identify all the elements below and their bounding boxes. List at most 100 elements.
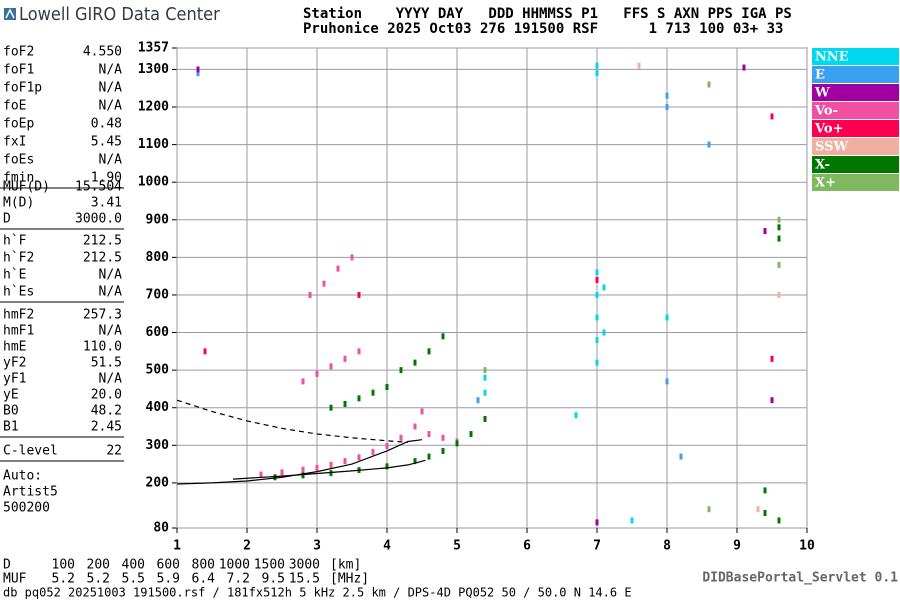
echo-point (427, 453, 431, 460)
param-value: 20.0 (91, 388, 122, 403)
legend-label: W (814, 86, 830, 101)
legend-swatch (812, 48, 899, 65)
echo-point (399, 367, 403, 374)
header-values: Pruhonice 2025 Oct03 276 191500 RSF 1 71… (303, 21, 783, 37)
echo-point (595, 70, 599, 77)
param-value: 48.2 (91, 404, 122, 419)
y-tick-label: 500 (146, 363, 170, 378)
echo-point (427, 348, 431, 355)
legend-swatch (812, 102, 899, 119)
muf-cell: 9.5 (262, 572, 285, 587)
echo-point (756, 506, 760, 513)
echo-point (595, 519, 599, 526)
param-name: foF1 (3, 63, 34, 78)
echo-point (595, 291, 599, 298)
echo-point (595, 359, 599, 366)
echo-point (777, 224, 781, 231)
muf-unit: [km] (330, 558, 361, 573)
muf-cell: 6.4 (192, 572, 216, 587)
echo-point (350, 254, 354, 261)
y-tick-label: 1300 (138, 62, 169, 77)
param-value: 15.504 (75, 180, 122, 195)
echo-point (637, 62, 641, 69)
legend-label: SSW (815, 140, 848, 155)
param-name: D (3, 212, 11, 227)
echo-point (469, 431, 473, 438)
x-tick-label: 6 (523, 539, 531, 554)
echo-point (413, 423, 417, 430)
x-tick-label: 1 (173, 539, 181, 554)
legend-item: W (812, 84, 899, 101)
echo-point (777, 261, 781, 268)
footer-info: db pq052 20251003 191500.rsf / 181fx512h… (3, 586, 632, 600)
param-value: N/A (99, 324, 123, 339)
echo-point (329, 461, 333, 468)
param-value: 212.5 (83, 234, 122, 249)
param-value: 212.5 (83, 251, 122, 266)
y-tick-label: 80 (153, 521, 169, 536)
muf-cell: 1500 (254, 558, 285, 573)
echo-point (777, 517, 781, 524)
param-name: h`Es (3, 285, 34, 300)
param-name: foEp (3, 117, 34, 132)
echo-point (770, 397, 774, 404)
legend-swatch (812, 66, 899, 83)
echo-point (763, 509, 767, 516)
param-value: 4.550 (83, 45, 122, 60)
y-tick-label: 400 (146, 400, 170, 415)
muf-cell: 7.2 (227, 572, 250, 587)
echo-point (413, 359, 417, 366)
muf-cell: 5.5 (122, 572, 145, 587)
param-name: M(D) (3, 196, 34, 211)
param-value: 110.0 (83, 340, 122, 355)
x-tick-label: 10 (799, 539, 815, 554)
echo-point (665, 92, 669, 99)
param-name: yF2 (3, 356, 26, 371)
param-name: MUF(D) (3, 180, 50, 195)
echo-point (385, 463, 389, 470)
legend-label: X- (815, 158, 830, 173)
echo-point (763, 487, 767, 494)
x-tick-label: 9 (733, 539, 741, 554)
echo-point (385, 384, 389, 391)
legend-item: Vo- (812, 102, 899, 119)
legend-label: Vo- (814, 104, 838, 119)
muf-cell: 15.5 (289, 572, 320, 587)
muf-row-label: D (3, 558, 11, 573)
echo-point (595, 269, 599, 276)
x-tick-label: 4 (383, 539, 391, 554)
echo-point (196, 66, 200, 73)
echo-point (595, 62, 599, 69)
legend-label: NNE (815, 50, 849, 65)
muf-unit: [MHz] (330, 572, 369, 587)
legend-item: X+ (812, 174, 899, 191)
param-value: 2.45 (91, 420, 122, 435)
echo-point (777, 235, 781, 242)
logo-text: Lowell GIRO Data Center (19, 4, 220, 25)
param-value: 5.45 (91, 135, 122, 150)
echo-point (357, 291, 361, 298)
param-value: N/A (99, 81, 123, 96)
legend-item: X- (812, 156, 899, 173)
legend-swatch (812, 156, 899, 173)
echo-point (343, 458, 347, 465)
echo-point (371, 389, 375, 396)
echo-point (679, 453, 683, 460)
y-tick-label: 1200 (138, 100, 169, 115)
auto-label: Auto: (3, 469, 42, 484)
echo-point (336, 265, 340, 272)
legend-swatch (812, 138, 899, 155)
echo-point (770, 355, 774, 362)
y-tick-label: 1000 (138, 175, 169, 190)
muf-cell: 600 (157, 558, 180, 573)
param-name: foEs (3, 153, 34, 168)
echo-point (427, 431, 431, 438)
y-tick-label: 1100 (138, 137, 169, 152)
param-value: 3000.0 (75, 212, 122, 227)
muf-cell: 5.9 (157, 572, 180, 587)
param-name: fxI (3, 135, 26, 150)
echo-point (308, 291, 312, 298)
param-name: hmE (3, 340, 26, 355)
param-value: N/A (99, 63, 123, 78)
echo-point (770, 113, 774, 120)
